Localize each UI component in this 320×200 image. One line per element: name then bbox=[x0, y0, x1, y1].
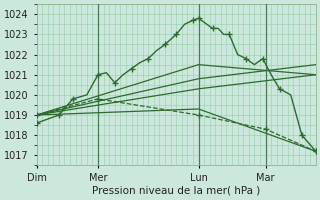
X-axis label: Pression niveau de la mer( hPa ): Pression niveau de la mer( hPa ) bbox=[92, 186, 260, 196]
